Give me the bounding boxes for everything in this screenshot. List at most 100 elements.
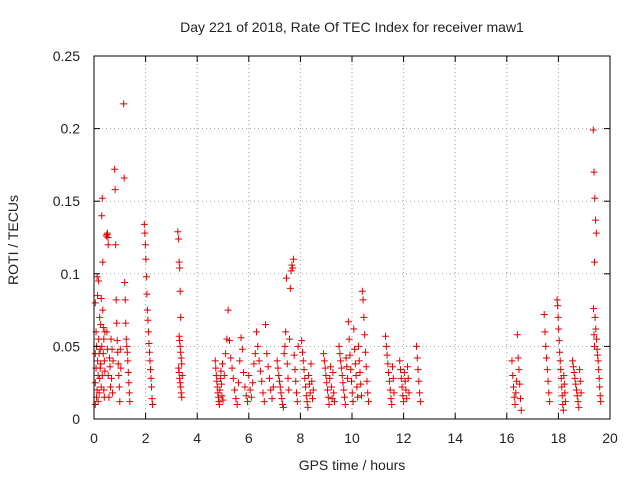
data-point <box>570 369 578 377</box>
data-point <box>240 369 248 377</box>
data-point <box>591 342 599 350</box>
y-axis-label: ROTI / TECUs <box>5 195 21 285</box>
grid-lines <box>94 56 610 419</box>
data-point <box>288 261 296 269</box>
data-point <box>284 374 292 382</box>
data-point <box>177 383 185 391</box>
data-point <box>511 400 519 408</box>
data-point <box>351 360 359 368</box>
data-point <box>107 383 115 391</box>
data-point <box>120 174 128 182</box>
data-point <box>591 313 599 321</box>
data-point <box>227 354 235 362</box>
data-point <box>289 255 297 263</box>
x-tick-label: 10 <box>344 430 360 446</box>
data-point <box>274 364 282 372</box>
data-point <box>398 383 406 391</box>
data-point <box>101 367 109 375</box>
data-point <box>273 357 281 365</box>
x-tick-label: 18 <box>551 430 567 446</box>
data-point <box>123 348 131 356</box>
data-point <box>325 400 333 408</box>
data-point <box>592 216 600 224</box>
data-point <box>555 337 563 345</box>
data-point <box>103 328 111 336</box>
data-point <box>402 386 410 394</box>
data-point <box>361 348 369 356</box>
data-point <box>262 321 270 329</box>
data-point <box>358 287 366 295</box>
data-point <box>148 383 156 391</box>
data-point <box>149 400 157 408</box>
data-point <box>175 332 183 340</box>
data-point <box>236 357 244 365</box>
data-point <box>300 366 308 374</box>
data-point <box>323 386 331 394</box>
data-point <box>361 331 369 339</box>
data-point <box>105 354 113 362</box>
data-point <box>247 393 255 401</box>
data-point <box>177 313 185 321</box>
data-point <box>347 377 355 385</box>
data-point <box>174 228 182 236</box>
data-point <box>329 369 337 377</box>
data-point <box>596 392 604 400</box>
data-point <box>413 342 420 350</box>
data-point <box>344 318 352 326</box>
y-tick-label: 0.2 <box>61 121 81 137</box>
data-point <box>217 367 225 375</box>
data-point <box>177 348 185 356</box>
data-point <box>512 389 520 397</box>
data-point <box>364 389 372 397</box>
data-point <box>146 357 154 365</box>
data-point <box>143 306 151 314</box>
data-point <box>305 371 313 379</box>
data-point <box>353 383 361 391</box>
data-point <box>306 389 314 397</box>
data-point <box>356 369 364 377</box>
data-point <box>124 357 132 365</box>
data-point <box>277 389 285 397</box>
x-tick-label: 16 <box>499 430 515 446</box>
data-point <box>234 379 242 387</box>
data-point <box>178 393 186 401</box>
data-point <box>508 357 516 365</box>
data-point <box>259 389 267 397</box>
data-point <box>176 337 184 345</box>
data-point <box>396 357 404 365</box>
data-point <box>382 332 390 340</box>
y-tick-label: 0 <box>72 411 80 427</box>
data-point <box>97 360 105 368</box>
data-point <box>573 392 581 400</box>
y-tick-label: 0.25 <box>53 48 80 64</box>
data-point <box>321 364 329 372</box>
data-point <box>100 335 108 343</box>
data-point <box>347 366 355 374</box>
data-point <box>115 383 123 391</box>
data-point <box>338 371 346 379</box>
data-point <box>299 357 307 365</box>
data-point <box>216 386 224 394</box>
data-point <box>560 380 568 388</box>
data-point <box>576 366 584 374</box>
data-point <box>116 398 124 406</box>
data-point <box>278 395 286 403</box>
data-point <box>559 406 567 414</box>
data-point <box>387 395 395 403</box>
data-point <box>177 389 185 397</box>
data-point <box>102 232 110 240</box>
data-point <box>175 369 183 377</box>
data-point <box>309 386 317 394</box>
data-point <box>577 389 585 397</box>
data-point <box>555 325 563 333</box>
data-point <box>326 374 334 382</box>
data-point <box>342 354 350 362</box>
data-point <box>557 366 565 374</box>
data-point <box>413 354 421 362</box>
data-point <box>561 389 569 397</box>
data-point <box>400 398 408 406</box>
data-point <box>104 234 112 241</box>
data-point <box>148 395 156 403</box>
data-point <box>591 194 599 202</box>
data-point <box>352 371 360 379</box>
